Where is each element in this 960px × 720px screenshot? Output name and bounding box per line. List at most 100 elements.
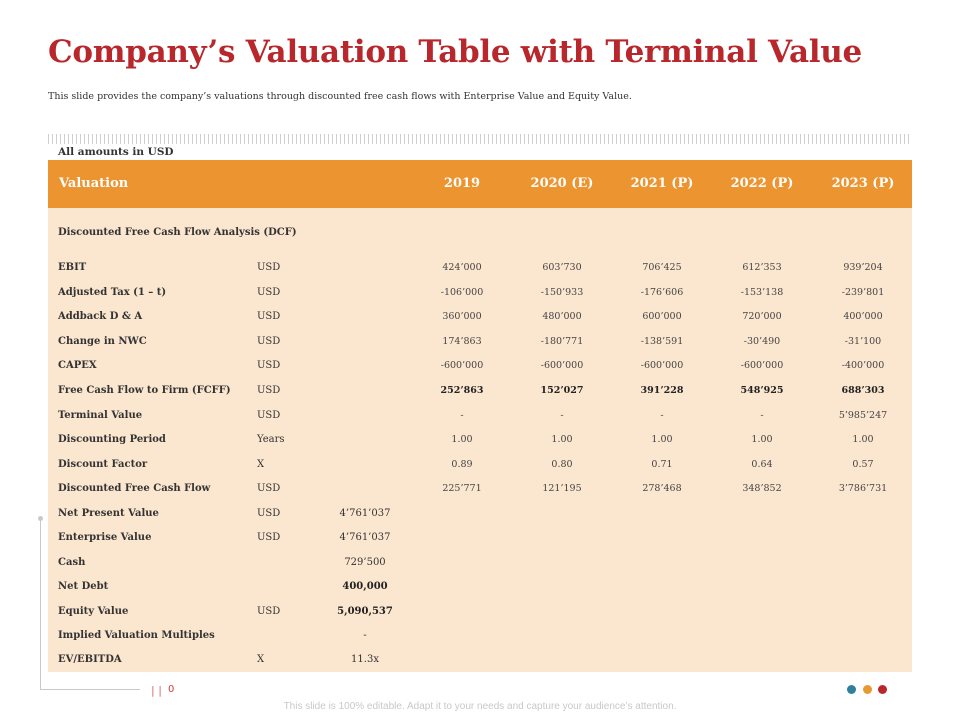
- amounts-note: All amounts in USD: [58, 146, 174, 158]
- summary-row: Net Present Value USD 4’761’037: [48, 502, 912, 526]
- row-value: 174’863: [442, 335, 482, 347]
- decorative-dot: [38, 516, 43, 521]
- summary-row: Cash 729’500: [48, 551, 912, 575]
- row-value: 720’000: [742, 311, 782, 323]
- row-value: -600’000: [440, 360, 484, 372]
- summary-label: Enterprise Value: [58, 532, 152, 544]
- table-row: EBIT USD 424’000 603’730 706’425 612’353 939’2…: [48, 256, 912, 280]
- table-row: Discount Factor X 0.89 0.80 0.71 0.64 0.57: [48, 453, 912, 477]
- hatch-divider: [48, 134, 912, 144]
- header-year-2021: 2021 (P): [630, 176, 694, 191]
- row-value: 424’000: [442, 262, 482, 273]
- row-value: -138’591: [640, 335, 684, 347]
- summary-row: Net Debt 400,000: [48, 575, 912, 599]
- row-unit: USD: [257, 360, 281, 372]
- header-year-2019: 2019: [443, 176, 481, 191]
- table-row: Addback D & A USD 360’000 480’000 600’000 720…: [48, 305, 912, 329]
- row-value: 225’771: [442, 483, 482, 495]
- summary-row: EV/EBITDA X 11.3x: [48, 648, 912, 672]
- row-value: -150’933: [540, 286, 584, 298]
- row-unit: USD: [257, 286, 281, 298]
- row-value: 548’925: [740, 385, 784, 396]
- summary-row: Implied Valuation Multiples -: [48, 624, 912, 648]
- row-value: 0.57: [852, 458, 874, 470]
- row-value: 360’000: [442, 311, 482, 323]
- row-value: -106’000: [440, 286, 484, 298]
- summary-value: 4’761’037: [339, 532, 391, 544]
- summary-label: Cash: [58, 556, 86, 568]
- row-value: -31’100: [844, 335, 882, 347]
- summary-label: EV/EBITDA: [58, 654, 122, 666]
- row-value: 706’425: [642, 262, 682, 273]
- row-value: 1.00: [551, 434, 573, 446]
- header-year-2020: 2020 (E): [530, 176, 594, 191]
- summary-label: Equity Value: [58, 605, 129, 617]
- row-value: -400’000: [841, 360, 885, 372]
- summary-unit: USD: [257, 605, 281, 617]
- row-label: Change in NWC: [58, 335, 147, 347]
- section-label: Discounted Free Cash Flow Analysis (DCF): [58, 227, 297, 238]
- summary-label: Implied Valuation Multiples: [58, 630, 215, 641]
- row-unit: USD: [257, 335, 281, 347]
- row-unit: USD: [257, 262, 281, 273]
- row-value: 939’204: [843, 262, 883, 273]
- slide-title: Company’s Valuation Table with Terminal …: [48, 34, 862, 70]
- row-value: 0.71: [651, 458, 673, 470]
- row-value: -176’606: [640, 286, 684, 298]
- row-value: -153’138: [740, 286, 784, 298]
- table-header: Valuation 2019 2020 (E) 2021 (P) 2022 (P…: [48, 160, 912, 208]
- summary-unit: USD: [257, 532, 281, 544]
- slide-number: 0: [168, 684, 175, 695]
- row-label: Free Cash Flow to Firm (FCFF): [58, 385, 231, 396]
- row-value: -600’000: [540, 360, 584, 372]
- row-value: 0.64: [751, 458, 773, 470]
- table-row: Change in NWC USD 174’863 -180’771 -138’591 -…: [48, 330, 912, 354]
- row-value: 3’786’731: [838, 483, 888, 495]
- row-value: 600’000: [642, 311, 682, 323]
- summary-unit: USD: [257, 508, 281, 519]
- summary-label: Net Debt: [58, 581, 109, 593]
- row-value: 0.89: [451, 458, 473, 470]
- row-value: 278’468: [642, 483, 682, 495]
- row-value: -239’801: [841, 286, 885, 298]
- row-value: 1.00: [451, 434, 473, 446]
- row-value: 1.00: [751, 434, 773, 446]
- pager-marks: | |: [151, 684, 162, 697]
- header-year-2022: 2022 (P): [730, 176, 794, 191]
- row-value: 603’730: [542, 262, 582, 273]
- summary-value: 400,000: [342, 581, 388, 593]
- row-label: EBIT: [58, 262, 87, 273]
- row-unit: USD: [257, 385, 281, 396]
- summary-value: -: [363, 630, 367, 641]
- row-label: Discount Factor: [58, 458, 148, 470]
- row-value: -: [460, 409, 464, 421]
- dot-red: [878, 685, 887, 694]
- slide-subtitle: This slide provides the company’s valuat…: [48, 91, 632, 102]
- row-value: -30’490: [743, 335, 781, 347]
- valuation-table: Valuation 2019 2020 (E) 2021 (P) 2022 (P…: [48, 160, 912, 672]
- row-label: CAPEX: [58, 360, 97, 372]
- row-value: -: [560, 409, 564, 421]
- table-row: Free Cash Flow to Firm (FCFF) USD 252’863 1…: [48, 379, 912, 403]
- decorative-line: [40, 519, 41, 689]
- dot-blue: [847, 685, 856, 694]
- row-value: 1.00: [651, 434, 673, 446]
- table-row: Discounted Free Cash Flow USD 225’771 121’1…: [48, 477, 912, 501]
- footer-note: This slide is 100% editable. Adapt it to…: [283, 701, 677, 712]
- row-label: Terminal Value: [58, 409, 143, 421]
- row-value: 0.80: [551, 458, 573, 470]
- row-unit: Years: [257, 434, 285, 446]
- row-value: -: [760, 409, 764, 421]
- dot-orange: [863, 685, 872, 694]
- row-value: 152’027: [540, 385, 584, 396]
- summary-value: 11.3x: [351, 654, 379, 666]
- row-value: -180’771: [540, 335, 584, 347]
- summary-value: 4’761’037: [339, 508, 391, 519]
- row-value: -600’000: [640, 360, 684, 372]
- summary-row: Equity Value USD 5,090,537: [48, 600, 912, 624]
- row-unit: USD: [257, 409, 281, 421]
- table-row: CAPEX USD -600’000 -600’000 -600’000 -600’000…: [48, 354, 912, 378]
- row-value: 612’353: [742, 262, 782, 273]
- header-label: Valuation: [59, 176, 129, 191]
- row-value: -600’000: [740, 360, 784, 372]
